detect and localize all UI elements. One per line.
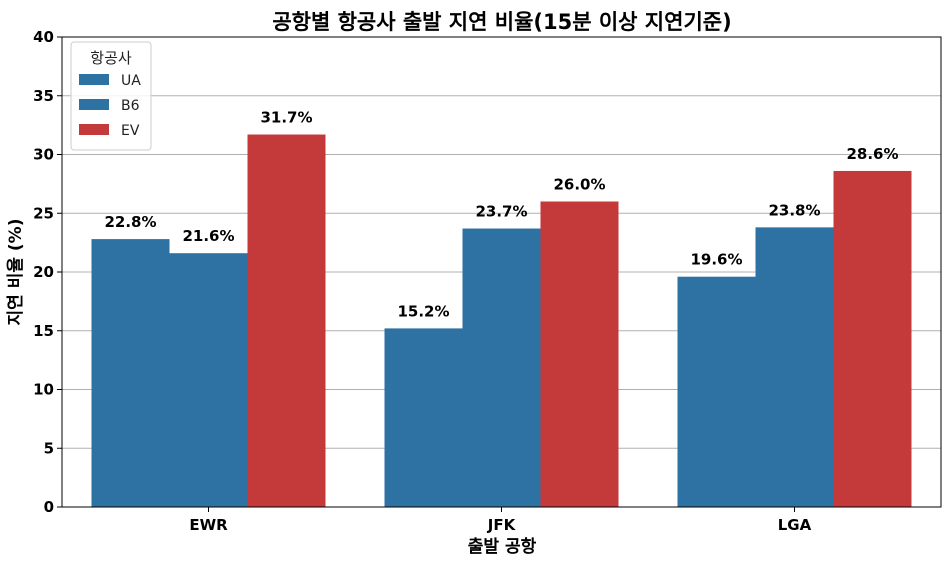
legend-label-EV: EV [121, 123, 140, 139]
legend[interactable]: 항공사 UA B6 EV [70, 41, 152, 151]
y-tick-label: 15 [33, 322, 54, 340]
y-tick-label: 40 [33, 28, 54, 46]
data-label: 19.6% [690, 251, 742, 269]
bars [91, 134, 912, 507]
x-tick-label: EWR [189, 516, 228, 534]
legend-frame [70, 41, 152, 151]
y-tick-label: 5 [44, 439, 54, 457]
y-tick-label: 25 [33, 204, 54, 222]
data-label: 15.2% [397, 302, 449, 320]
data-label: 21.6% [182, 227, 234, 245]
legend-swatch-UA [79, 74, 109, 85]
data-labels: 22.8% 19.6% 21.6% 23.7% 23.8% 31.7% 26.0% 28.6%… [104, 109, 898, 321]
data-label: 31.7% [260, 109, 312, 127]
legend-title: 항공사 [90, 49, 132, 67]
x-axis-label: 출발 공항 [468, 536, 537, 557]
bar-B6-EWR [169, 253, 248, 507]
y-axis-label: 지연 비율 (%) [6, 219, 26, 326]
y-tick-label: 20 [33, 263, 54, 281]
legend-label-B6: B6 [121, 98, 140, 114]
bar-B6-LGA [755, 227, 834, 507]
legend-label-UA: UA [121, 73, 141, 89]
y-tick-label: 10 [33, 381, 54, 399]
bar-EV-LGA [833, 170, 912, 507]
x-axis-ticks: EWR JFK LGA [189, 507, 812, 534]
bar-extra-JFK [384, 328, 463, 507]
legend-swatch-B6 [79, 99, 109, 110]
bar-EV-EWR [247, 134, 326, 507]
x-tick-label: JFK [487, 516, 517, 534]
x-tick-label: LGA [778, 516, 812, 534]
data-label: 28.6% [846, 145, 898, 163]
data-label: 23.7% [475, 203, 527, 221]
legend-swatch-EV [79, 124, 109, 135]
y-tick-label: 30 [33, 146, 54, 164]
bar-UA-LGA [677, 276, 756, 507]
bar-EV-JFK [540, 201, 619, 507]
bar-B6-JFK [462, 228, 541, 507]
bar-UA-EWR [91, 239, 170, 507]
y-tick-label: 0 [44, 498, 54, 516]
data-label: 22.8% [104, 213, 156, 231]
data-label: 26.0% [553, 176, 605, 194]
chart-title: 공항별 항공사 출발 지연 비율(15분 이상 지연기준) [272, 10, 731, 34]
y-axis-ticks: 0 5 10 15 20 25 30 35 40 [33, 28, 62, 516]
y-tick-label: 35 [33, 87, 54, 105]
data-label: 23.8% [768, 201, 820, 219]
